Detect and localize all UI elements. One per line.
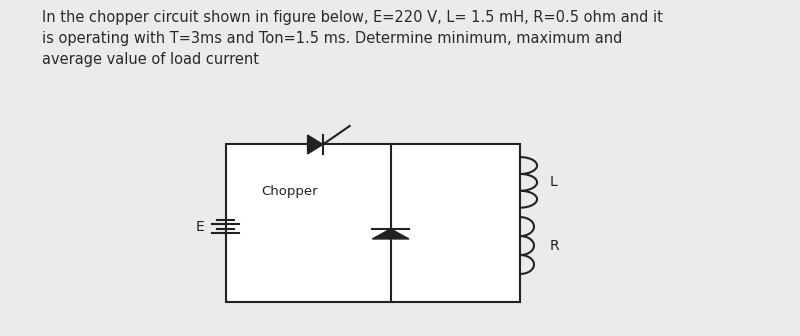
Polygon shape	[307, 135, 323, 154]
Polygon shape	[372, 229, 409, 239]
Text: R: R	[550, 239, 559, 253]
Bar	[226, 144, 520, 302]
Text: L: L	[550, 175, 557, 190]
Text: Chopper: Chopper	[261, 185, 318, 198]
Text: In the chopper circuit shown in figure below, E=220 V, L= 1.5 mH, R=0.5 ohm and : In the chopper circuit shown in figure b…	[42, 10, 663, 67]
Text: E: E	[195, 220, 204, 234]
